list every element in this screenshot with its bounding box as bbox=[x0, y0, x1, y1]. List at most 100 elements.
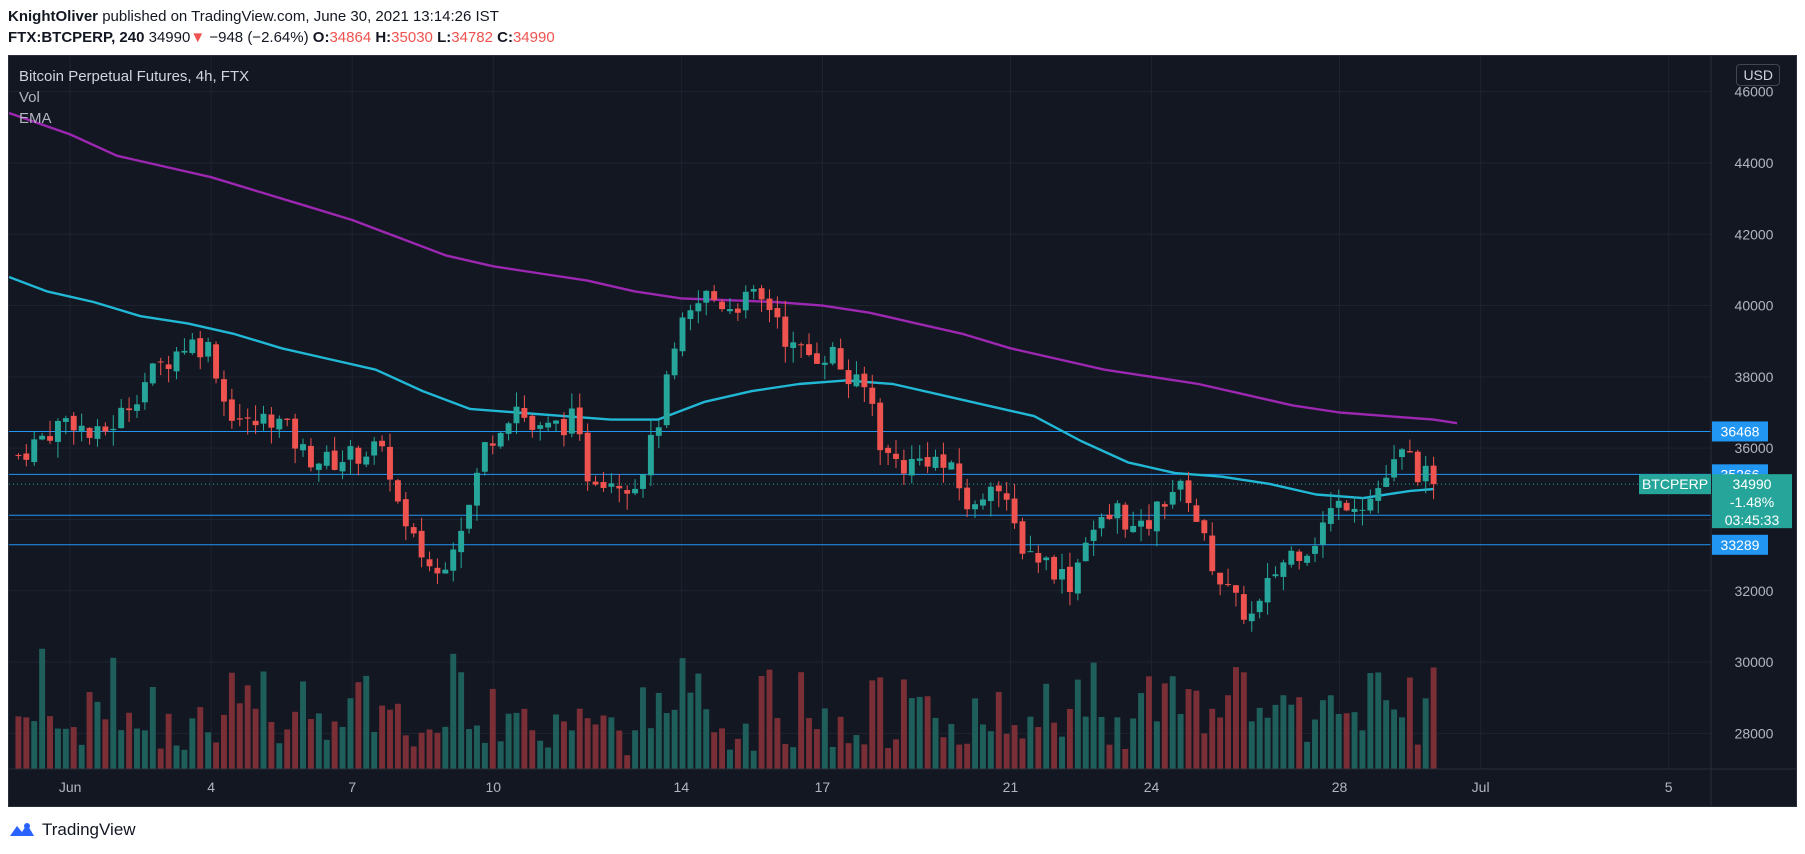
candle-body bbox=[1161, 504, 1168, 507]
candle-body bbox=[1399, 449, 1405, 458]
volume-bar bbox=[1296, 697, 1303, 769]
time-axis[interactable]: Jun 4 7 10 14 17 21 24 28 Jul 5 bbox=[59, 779, 1673, 795]
volume-bar bbox=[260, 671, 267, 769]
volume-bar bbox=[1209, 708, 1216, 769]
volume-bar bbox=[687, 692, 694, 769]
candle-body bbox=[687, 310, 694, 320]
candle-body bbox=[1011, 498, 1018, 524]
volume-bar bbox=[1414, 744, 1421, 769]
candle-body bbox=[474, 472, 480, 506]
currency-button[interactable]: USD bbox=[1736, 64, 1780, 86]
candle-body bbox=[371, 441, 378, 456]
volume-bar bbox=[292, 711, 299, 769]
chart-frame[interactable]: 2800030000320003400036000380004000042000… bbox=[8, 55, 1797, 807]
volume-bar bbox=[197, 707, 204, 769]
volume-bar bbox=[1193, 690, 1200, 769]
chart-canvas[interactable]: 2800030000320003400036000380004000042000… bbox=[9, 56, 1797, 807]
candle-body bbox=[640, 474, 646, 489]
volume-bar bbox=[78, 744, 85, 769]
volume-bar bbox=[236, 703, 243, 769]
footer-brand[interactable]: TradingView bbox=[8, 820, 136, 840]
candle-body bbox=[54, 421, 61, 442]
volume-bar bbox=[1225, 695, 1231, 769]
candle-body bbox=[379, 440, 386, 447]
candle-body bbox=[363, 456, 370, 465]
volume-bar bbox=[632, 730, 639, 769]
publisher-name[interactable]: KnightOliver bbox=[8, 8, 99, 25]
volume-bar bbox=[861, 744, 868, 769]
volume-bar bbox=[853, 735, 860, 769]
candle-body bbox=[1383, 477, 1390, 487]
price-tags: 36468352663411733289BTCPERP34990-1.48%03… bbox=[1639, 421, 1792, 555]
volume-bar bbox=[347, 698, 354, 769]
candle-body bbox=[979, 499, 986, 506]
volume-bar bbox=[979, 724, 986, 769]
volume-bar bbox=[1201, 733, 1208, 769]
candle-body bbox=[813, 353, 820, 364]
volume-bar bbox=[387, 709, 393, 769]
volume-bar bbox=[734, 738, 741, 769]
volume-bar bbox=[869, 680, 876, 769]
ema-slow-line bbox=[9, 111, 1458, 425]
candle-body bbox=[141, 382, 148, 403]
time-tick-Jul: Jul bbox=[1472, 779, 1490, 795]
volume-bar bbox=[1011, 725, 1018, 769]
volume-bar bbox=[331, 721, 338, 769]
volume-bar bbox=[806, 718, 812, 769]
price-tick-28000: 28000 bbox=[1735, 725, 1774, 741]
candle-body bbox=[671, 348, 678, 376]
volume-bar bbox=[987, 731, 994, 769]
candle-body bbox=[790, 342, 797, 348]
candle-body bbox=[837, 348, 844, 370]
candle-body bbox=[252, 420, 259, 426]
candle-body bbox=[1082, 542, 1089, 562]
current-price-change: -1.48% bbox=[1730, 494, 1774, 510]
footer-brand-text: TradingView bbox=[42, 820, 136, 839]
volume-bar bbox=[1098, 716, 1105, 769]
candle-body bbox=[458, 530, 465, 553]
legend-vol[interactable]: Vol bbox=[19, 89, 40, 106]
candle-body bbox=[197, 338, 204, 358]
volume-bar bbox=[727, 749, 733, 769]
candle-body bbox=[323, 451, 330, 466]
volume-bar bbox=[228, 672, 235, 769]
legend-ema[interactable]: EMA bbox=[19, 110, 52, 127]
candle-body bbox=[924, 457, 931, 467]
time-tick-21: 21 bbox=[1003, 779, 1019, 795]
volume-bar bbox=[1232, 667, 1239, 769]
candle-body bbox=[497, 432, 504, 447]
legend-title[interactable]: Bitcoin Perpetual Futures, 4h, FTX bbox=[19, 68, 250, 85]
candle-body bbox=[1114, 503, 1121, 519]
candle-body bbox=[1422, 465, 1429, 482]
price-tick-40000: 40000 bbox=[1735, 298, 1774, 314]
candle-body bbox=[861, 373, 868, 388]
volume-bar bbox=[1264, 717, 1271, 769]
volume-bar bbox=[940, 737, 947, 769]
volume-bar bbox=[829, 746, 836, 769]
volume-bar bbox=[624, 755, 631, 769]
volume-bar bbox=[94, 701, 101, 769]
volume-bar bbox=[1003, 733, 1010, 769]
ema-fast-line bbox=[9, 275, 1434, 500]
candle-body bbox=[1240, 594, 1247, 620]
volume-bar bbox=[1059, 736, 1065, 769]
volume-bar bbox=[497, 741, 504, 769]
candle-body bbox=[663, 374, 670, 426]
volume-bar bbox=[774, 718, 781, 769]
candle-body bbox=[1217, 572, 1224, 585]
volume-bar bbox=[379, 705, 386, 769]
candle-body bbox=[213, 344, 220, 379]
volume-bar bbox=[703, 709, 710, 769]
candle-body bbox=[1035, 553, 1042, 563]
volume-bar bbox=[972, 698, 978, 769]
volume-bar bbox=[458, 672, 465, 769]
candle-body bbox=[1209, 535, 1216, 572]
candle-body bbox=[157, 361, 164, 363]
candle-body bbox=[1406, 451, 1413, 453]
volume-bar bbox=[553, 714, 559, 769]
candle-body bbox=[307, 445, 314, 468]
candle-body bbox=[481, 442, 488, 472]
volume-bar bbox=[608, 717, 615, 769]
volume-bar bbox=[276, 743, 283, 769]
candle-body bbox=[647, 434, 654, 476]
